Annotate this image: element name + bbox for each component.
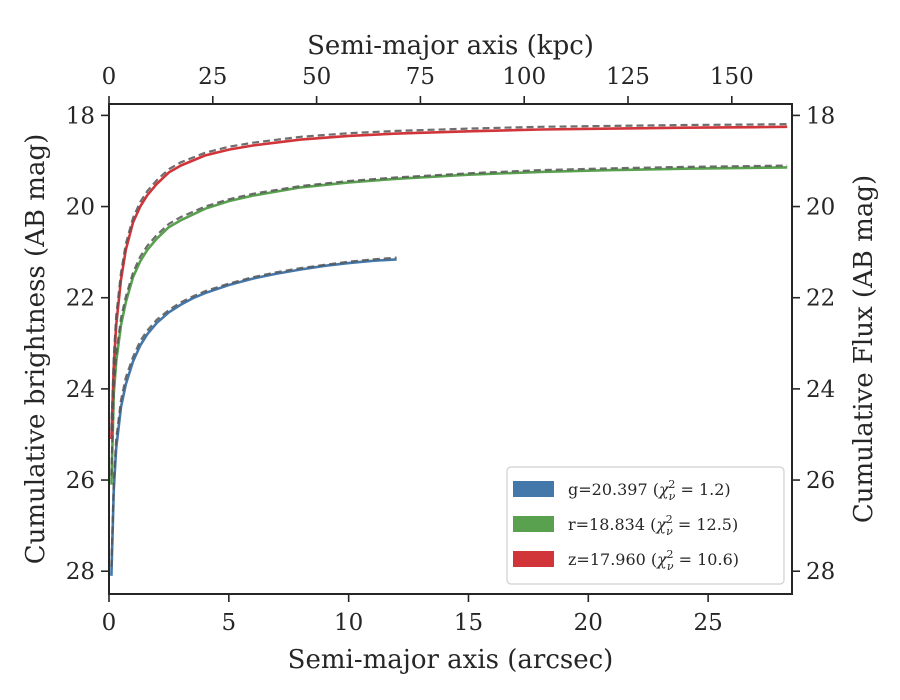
y-axis-left-title: Cumulative brightness (AB mag) <box>21 134 51 565</box>
y-right-tick-label: 24 <box>806 377 835 403</box>
y-right-tick-label: 26 <box>806 468 835 494</box>
y-right-tick-label: 20 <box>806 195 835 221</box>
legend-entry-label: z=17.960 (χν2 = 10.6) <box>568 548 739 573</box>
y-axis-right-title: Cumulative Flux (AB mag) <box>849 175 879 523</box>
legend: g=20.397 (χν2 = 1.2) r=18.834 (χν2 = 12.5… <box>506 466 785 585</box>
legend-swatch <box>513 516 554 532</box>
y-left-tick-label: 22 <box>66 286 95 312</box>
x-axis-bottom-title: Semi-major axis (arcsec) <box>288 645 614 675</box>
x-axis-top-title: Semi-major axis (kpc) <box>307 31 594 61</box>
x-bottom-tick-label: 20 <box>574 610 603 636</box>
tick-layer: 0 5 10 15 20 25 0 25 50 75 100 125 150 18 20 22 24 26 28 18… <box>66 64 836 636</box>
y-left-tick-label: 28 <box>66 559 95 585</box>
curve-layer <box>110 123 788 576</box>
x-top-tick-label: 75 <box>406 64 435 90</box>
y-left-tick-label: 24 <box>66 377 95 403</box>
axis-titles: Semi-major axis (arcsec) Semi-major axis… <box>21 31 879 675</box>
x-bottom-tick-label: 5 <box>222 610 237 636</box>
y-right-tick-label: 18 <box>806 103 835 129</box>
model-fit-line-z <box>110 123 788 430</box>
x-bottom-tick-label: 0 <box>102 610 117 636</box>
x-bottom-tick-label: 25 <box>693 610 722 636</box>
x-bottom-tick-label: 15 <box>454 610 483 636</box>
y-left-tick-label: 20 <box>66 195 95 221</box>
clipped-curves <box>110 123 788 576</box>
plot-frame <box>108 103 793 595</box>
x-top-tick-label: 100 <box>502 64 546 90</box>
model-fit-line-g <box>110 256 397 567</box>
legend-entry-label: r=18.834 (χν2 = 12.5) <box>568 513 738 538</box>
series-line-g <box>110 258 397 576</box>
series-line-r <box>110 166 788 485</box>
y-right-tick-label: 28 <box>806 559 835 585</box>
y-left-tick-label: 18 <box>66 103 95 129</box>
legend-box <box>506 466 785 585</box>
x-top-tick-label: 50 <box>302 64 331 90</box>
axes-frame <box>108 103 793 595</box>
x-top-tick-label: 125 <box>606 64 650 90</box>
legend-entry-label: g=20.397 (χν2 = 1.2) <box>568 478 731 503</box>
x-top-tick-label: 0 <box>102 64 117 90</box>
x-top-tick-label: 150 <box>710 64 754 90</box>
model-fit-line-r <box>110 164 788 476</box>
x-top-tick-label: 25 <box>198 64 227 90</box>
legend-swatch <box>513 551 554 567</box>
y-right-tick-label: 22 <box>806 286 835 312</box>
y-left-tick-label: 26 <box>66 468 95 494</box>
x-bottom-tick-label: 10 <box>334 610 363 636</box>
legend-swatch <box>513 481 554 497</box>
